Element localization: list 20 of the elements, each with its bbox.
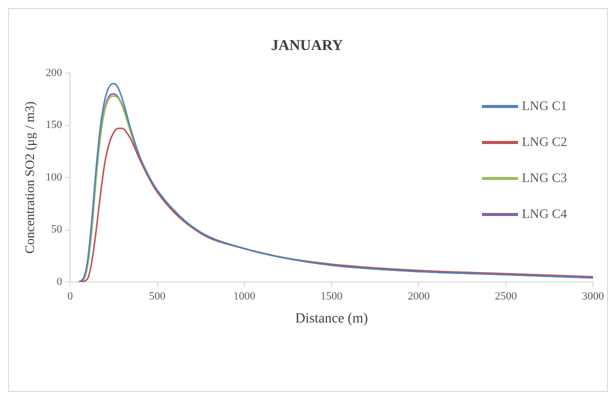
x-axis-title: Distance (m) [295, 311, 368, 326]
x-tick-label: 1500 [320, 290, 344, 302]
y-tick-label: 100 [46, 171, 63, 184]
legend-label: LNG C2 [522, 134, 567, 150]
y-axis-title: Concentration SO2 (μg / m3) [22, 101, 38, 254]
x-tick-label: 1000 [233, 290, 256, 302]
x-tick-label: 0 [67, 290, 74, 302]
y-tick-label: 200 [46, 66, 63, 79]
y-tick-label: 150 [46, 119, 63, 132]
legend-label: LNG C3 [522, 170, 567, 186]
chart-title: JANUARY [271, 38, 344, 54]
legend-label: LNG C1 [522, 98, 567, 114]
x-tick-label: 2500 [494, 290, 518, 302]
legend-label: LNG C4 [522, 206, 567, 222]
line-series [80, 128, 593, 282]
y-tick-label: 0 [56, 276, 63, 288]
x-tick-label: 3000 [582, 290, 604, 302]
x-tick-label: 2000 [408, 290, 430, 302]
y-tick-label: 50 [51, 224, 63, 236]
x-tick-label: 500 [149, 290, 166, 302]
